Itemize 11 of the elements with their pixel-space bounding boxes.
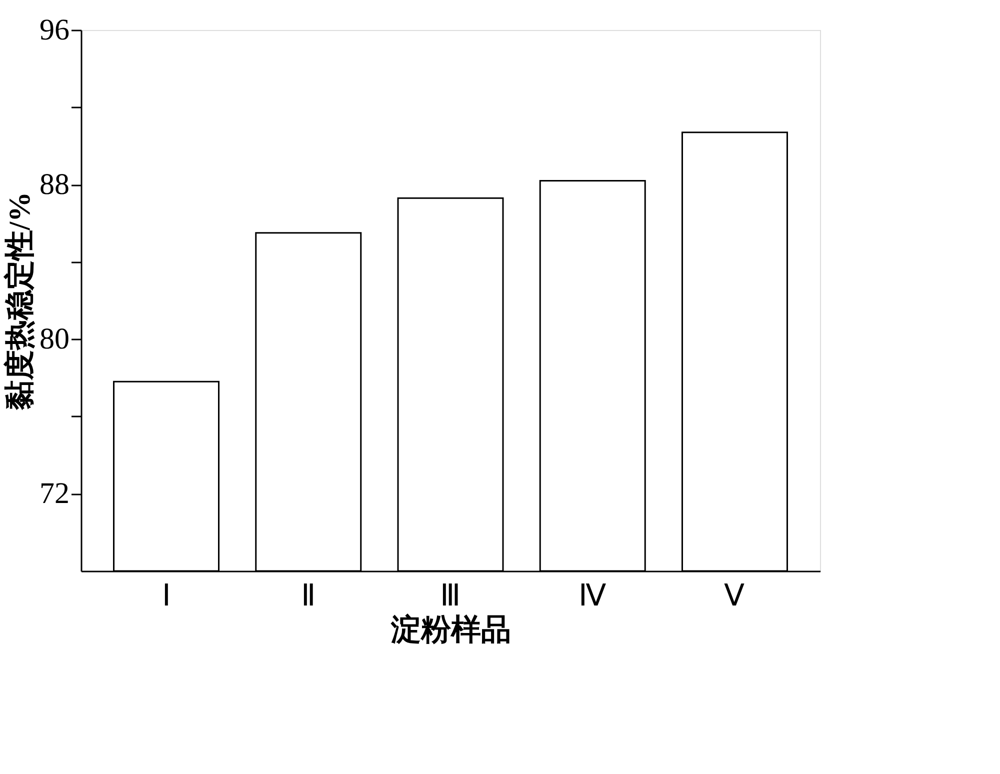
x-tick-label: Ⅲ <box>440 580 461 612</box>
y-tick-label: 88 <box>40 168 70 202</box>
x-tick-label: Ⅰ <box>162 580 171 612</box>
y-tick-label: 80 <box>40 322 70 356</box>
x-tick-label: Ⅳ <box>578 580 607 612</box>
y-tick-label: 72 <box>40 477 70 510</box>
y-tick-label: 96 <box>40 14 70 46</box>
x-tick-label: Ⅱ <box>300 580 316 612</box>
x-tick-label: Ⅴ <box>724 580 746 612</box>
y-axis-title: 黏度热稳定性/% <box>2 192 36 412</box>
x-axis-title: 淀粉样品 <box>390 612 511 646</box>
